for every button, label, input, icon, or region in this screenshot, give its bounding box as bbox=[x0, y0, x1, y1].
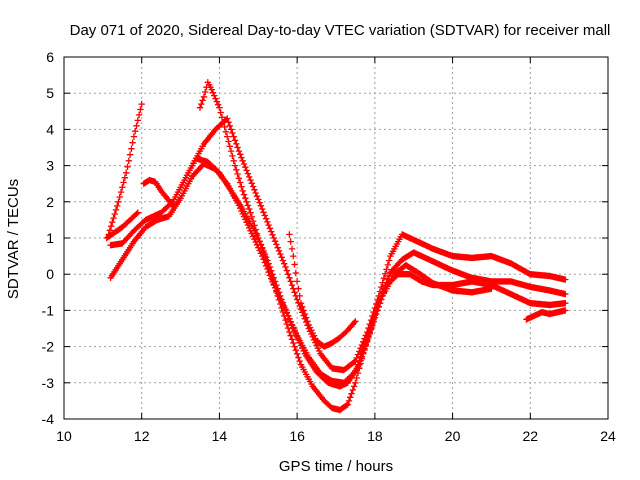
series-track-g bbox=[140, 176, 176, 209]
x-tick-label: 24 bbox=[600, 428, 616, 444]
chart-title: Day 071 of 2020, Sidereal Day-to-day VTE… bbox=[70, 22, 611, 39]
y-axis-label: SDTVAR / TECUs bbox=[5, 179, 22, 299]
x-tick-label: 10 bbox=[56, 428, 72, 444]
series-track-d bbox=[196, 79, 569, 414]
y-tick-label: 0 bbox=[46, 266, 54, 282]
series-track-e bbox=[189, 115, 569, 374]
y-tick-label: -4 bbox=[42, 411, 55, 427]
y-tick-label: 5 bbox=[46, 85, 54, 101]
y-tick-label: -3 bbox=[42, 375, 55, 391]
y-tick-label: 6 bbox=[46, 49, 54, 65]
series-track-f bbox=[103, 209, 141, 242]
series-track-i bbox=[523, 307, 569, 323]
x-tick-label: 22 bbox=[522, 428, 538, 444]
y-tick-label: 2 bbox=[46, 194, 54, 210]
y-tick-label: -1 bbox=[42, 302, 55, 318]
data-series bbox=[103, 79, 569, 414]
x-tick-label: 20 bbox=[445, 428, 461, 444]
x-tick-label: 14 bbox=[212, 428, 228, 444]
series-track-b bbox=[107, 155, 495, 390]
y-tick-label: 4 bbox=[46, 121, 54, 137]
x-tick-label: 12 bbox=[134, 428, 150, 444]
series-track-a bbox=[105, 100, 145, 238]
x-tick-label: 16 bbox=[289, 428, 305, 444]
y-tick-label: -2 bbox=[42, 339, 55, 355]
y-tick-label: 1 bbox=[46, 230, 54, 246]
series-track-h bbox=[286, 231, 359, 350]
x-tick-label: 18 bbox=[367, 428, 383, 444]
y-tick-label: 3 bbox=[46, 158, 54, 174]
x-axis-label: GPS time / hours bbox=[279, 458, 393, 475]
grid bbox=[64, 57, 608, 419]
